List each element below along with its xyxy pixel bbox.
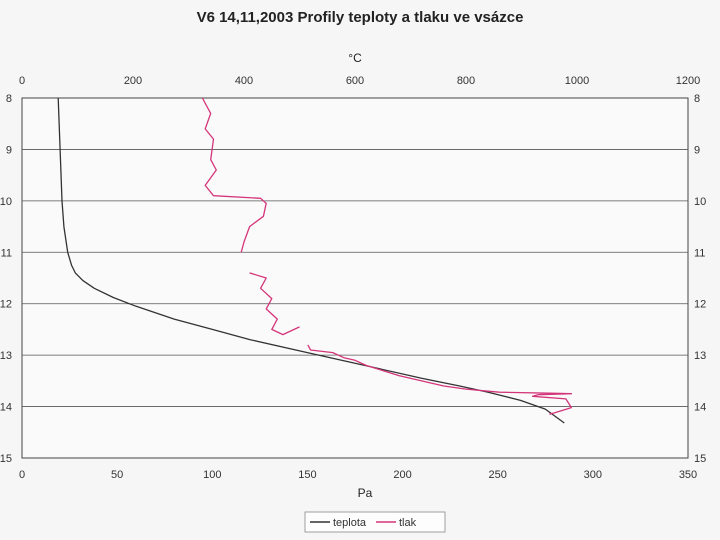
bottom-axis-ticks: 0 50 100 150 200 250 300 350 bbox=[19, 469, 697, 481]
legend-label-teplota: teplota bbox=[333, 517, 367, 529]
legend-box bbox=[304, 511, 446, 533]
left-tick-5: 13 bbox=[0, 350, 12, 362]
left-tick-4: 12 bbox=[0, 299, 12, 311]
series-group bbox=[57, 97, 573, 424]
left-tick-7: 15 bbox=[0, 453, 12, 465]
right-tick-1: 9 bbox=[694, 144, 700, 156]
right-tick-6: 14 bbox=[694, 402, 706, 414]
left-tick-0: 8 bbox=[6, 93, 12, 105]
right-tick-4: 12 bbox=[694, 299, 706, 311]
series-line-tlak-0 bbox=[201, 97, 267, 253]
top-tick-0: 0 bbox=[19, 75, 25, 87]
bottom-tick-7: 350 bbox=[679, 469, 697, 481]
bottom-tick-2: 100 bbox=[203, 469, 221, 481]
top-tick-6: 1200 bbox=[676, 75, 700, 87]
bottom-tick-3: 150 bbox=[298, 469, 316, 481]
bottom-axis-label: Pa bbox=[358, 486, 373, 500]
top-axis-ticks: 0 200 400 600 800 1000 1200 bbox=[19, 75, 700, 87]
bottom-tick-1: 50 bbox=[111, 469, 123, 481]
bottom-tick-0: 0 bbox=[19, 469, 25, 481]
bottom-tick-4: 200 bbox=[393, 469, 411, 481]
right-tick-5: 13 bbox=[694, 350, 706, 362]
right-tick-3: 11 bbox=[694, 247, 705, 259]
top-tick-1: 200 bbox=[124, 75, 142, 87]
top-tick-4: 800 bbox=[457, 75, 475, 87]
top-tick-5: 1000 bbox=[565, 75, 589, 87]
legend-label-tlak: tlak bbox=[399, 517, 417, 529]
right-tick-0: 8 bbox=[694, 93, 700, 105]
bottom-tick-6: 300 bbox=[584, 469, 602, 481]
series-line-tlak-1 bbox=[249, 272, 300, 336]
legend: teplota tlak bbox=[304, 511, 446, 533]
grid bbox=[22, 149, 688, 407]
right-tick-7: 15 bbox=[694, 453, 706, 465]
left-tick-1: 9 bbox=[6, 144, 12, 156]
right-tick-2: 10 bbox=[694, 196, 706, 208]
top-tick-3: 600 bbox=[346, 75, 364, 87]
left-tick-3: 11 bbox=[1, 247, 12, 259]
series-line-tlak-2 bbox=[307, 344, 573, 415]
left-axis-ticks: 8 9 10 11 12 13 14 15 bbox=[0, 93, 12, 465]
right-axis-ticks: 8 9 10 11 12 13 14 15 bbox=[694, 93, 706, 465]
top-tick-2: 400 bbox=[235, 75, 253, 87]
top-axis-label: °C bbox=[348, 51, 362, 65]
series-line-teplota-0 bbox=[57, 97, 565, 424]
left-tick-2: 10 bbox=[0, 196, 12, 208]
bottom-tick-5: 250 bbox=[489, 469, 507, 481]
left-tick-6: 14 bbox=[0, 402, 12, 414]
plot-area bbox=[21, 97, 689, 459]
chart-title: V6 14,11,2003 Profily teploty a tlaku ve… bbox=[197, 9, 524, 26]
